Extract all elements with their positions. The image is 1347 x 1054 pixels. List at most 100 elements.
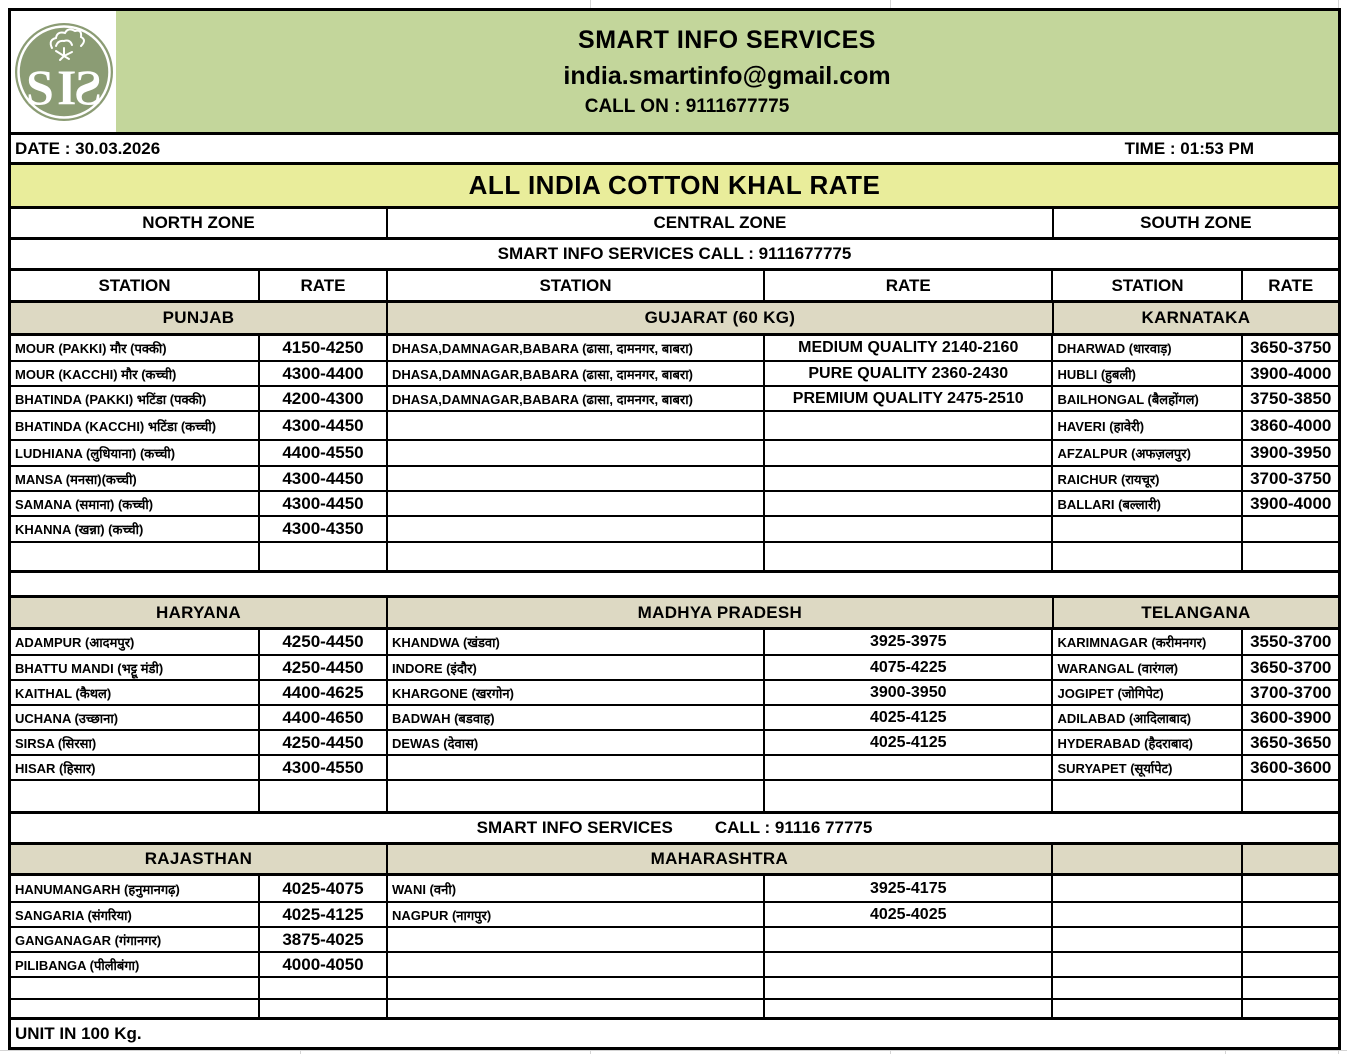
station-cell: DHASA,DAMNAGAR,BABARA (ढासा, दामनगर, बाब… (388, 362, 765, 385)
section-title: GUJARAT (60 KG) (388, 303, 1054, 333)
station-cell (388, 1000, 765, 1017)
margin-gridline (300, 1046, 301, 1054)
rate-cell (765, 543, 1054, 570)
rate-cell (1243, 517, 1338, 541)
station-cell: HUBLI (हुबली) (1053, 362, 1244, 385)
spacer-row (11, 573, 1338, 598)
rate-cell: 3650-3650 (1250, 732, 1332, 752)
station-cell (388, 953, 765, 976)
rate-cell: 3650-3700 (1250, 657, 1332, 677)
margin-gridline (590, 0, 591, 8)
station-cell: PILIBANGA (पीलीबंगा) (11, 953, 260, 976)
station-cell (388, 781, 765, 811)
column-header: STATION (1053, 271, 1244, 300)
station-cell: SIRSA (सिरसा) (11, 731, 260, 754)
table-row: PILIBANGA (पीलीबंगा) 4000-4050 (11, 953, 1338, 978)
rate-cell: 3600-3900 (1250, 707, 1332, 727)
logo: S I S (11, 11, 116, 132)
station-cell: MANSA (मनसा)(कच्ची) (11, 467, 260, 490)
state-section-header-row: HARYANA MADHYA PRADESH TELANGANA (11, 598, 1338, 630)
rate-cell: PREMIUM QUALITY 2475-2510 (765, 387, 1054, 410)
rate-cell (765, 953, 1054, 976)
station-cell: GANGANAGAR (गंगानगर) (11, 928, 260, 951)
table-row: MOUR (PAKKI) मौर (पक्की) 4150-4250 DHASA,D… (11, 336, 1338, 362)
rate-cell (1243, 953, 1338, 976)
table-row: HANUMANGARH (हनुमानगढ़) 4025-4075 WANI (वन… (11, 876, 1338, 903)
margin-gridline (0, 1050, 1347, 1051)
station-cell (11, 1000, 260, 1017)
column-header: RATE (260, 271, 388, 300)
call-banner-left: SMART INFO SERVICES (476, 818, 673, 837)
station-cell: KAITHAL (कैथल) (11, 681, 260, 704)
brand-panel: SMART INFO SERVICES india.smartinfo@gmai… (116, 11, 1338, 132)
rate-cell: PURE QUALITY 2360-2430 (765, 362, 1054, 385)
station-cell: DHASA,DAMNAGAR,BABARA (ढासा, दामनगर, बाब… (388, 336, 765, 360)
station-cell: UCHANA (उच्छाना) (11, 706, 260, 729)
rate-cell: 4250-4450 (260, 731, 388, 754)
company-email: india.smartinfo@gmail.com (563, 61, 891, 90)
rate-cell (1243, 876, 1338, 901)
company-phone: CALL ON : 9111677775 (584, 95, 790, 117)
station-cell (1053, 928, 1244, 951)
station-cell (11, 781, 260, 811)
rate-cell (765, 441, 1054, 465)
table-row: ADAMPUR (आदमपुर) 4250-4450 KHANDWA (खंडवा)… (11, 630, 1338, 656)
station-cell: ADILABAD (आदिलाबाद) (1053, 706, 1244, 729)
column-header: RATE (1268, 275, 1314, 295)
rate-cell: 4300-4450 (260, 492, 388, 515)
rate-cell (1243, 903, 1338, 926)
column-header-row: STATION RATE STATION RATE STATION RATE (11, 271, 1338, 303)
page-title: ALL INDIA COTTON KHAL RATE (11, 165, 1338, 209)
table-row: SAMANA (समाना) (कच्ची) 4300-4450 BALLARI (… (11, 492, 1338, 517)
rate-cell: 3900-4000 (1250, 493, 1332, 513)
table-row: SANGARIA (संगरिया) 4025-4125 NAGPUR (नागपु… (11, 903, 1338, 928)
station-cell: BAILHONGAL (बैलहोंगल) (1053, 387, 1244, 410)
rate-cell: 3925-3975 (765, 630, 1054, 654)
column-header: STATION (11, 271, 260, 300)
margin-gridline (890, 1046, 891, 1054)
section-title: RAJASTHAN (11, 845, 388, 873)
rate-cell: 4400-4650 (260, 706, 388, 729)
rate-cell (260, 1000, 388, 1017)
rate-cell: 3750-3850 (1250, 388, 1332, 408)
rate-cell: 4025-4025 (765, 903, 1054, 926)
station-cell: DHARWAD (धारवाड़) (1053, 336, 1244, 360)
margin-gridline (890, 0, 891, 8)
rate-cell: 3900-3950 (765, 681, 1054, 704)
rate-cell: 4300-4550 (260, 756, 388, 779)
section-title (1242, 845, 1338, 873)
rate-cell: 4250-4450 (260, 656, 388, 679)
station-cell (388, 543, 765, 570)
zone-south: SOUTH ZONE (1140, 213, 1252, 232)
rate-cell (260, 781, 388, 811)
rate-cell: 4150-4250 (260, 336, 388, 360)
station-cell: JOGIPET (जोगिपेट) (1053, 681, 1244, 704)
rate-cell: 4300-4400 (260, 362, 388, 385)
section-title (1052, 845, 1243, 873)
station-cell (388, 492, 765, 515)
rate-cell: 3900-4000 (1250, 363, 1332, 383)
rate-cell: 3925-4175 (765, 876, 1054, 901)
rate-block-north-2: HARYANA MADHYA PRADESH TELANGANA ADAMPUR (आ… (11, 598, 1338, 814)
station-cell (388, 441, 765, 465)
station-cell (1053, 953, 1244, 976)
station-cell: SANGARIA (संगरिया) (11, 903, 260, 926)
date-label: DATE : 30.03.2026 (15, 138, 161, 158)
station-cell (388, 412, 765, 439)
rate-sheet: S I S SMART INFO SERVICES india.smartinf… (8, 8, 1341, 1050)
rate-cell: 3875-4025 (260, 928, 388, 951)
station-cell: INDORE (इंदौर) (388, 656, 765, 679)
rate-cell: MEDIUM QUALITY 2140-2160 (765, 336, 1054, 360)
station-cell (11, 978, 260, 998)
rate-cell (1243, 781, 1338, 811)
table-row: UCHANA (उच्छाना) 4400-4650 BADWAH (बडवाह) 4… (11, 706, 1338, 731)
section-title: TELANGANA (1053, 598, 1338, 627)
column-header: STATION (388, 271, 765, 300)
station-cell: BHATINDA (KACCHI) भटिंडा (कच्ची) (11, 412, 260, 439)
table-row: MANSA (मनसा)(कच्ची) 4300-4450 RAICHUR (राय… (11, 467, 1338, 492)
company-name: SMART INFO SERVICES (578, 25, 876, 54)
rate-cell: 3860-4000 (1250, 415, 1332, 435)
station-cell: KHANDWA (खंडवा) (388, 630, 765, 654)
station-cell: BALLARI (बल्लारी) (1053, 492, 1244, 515)
rate-cell (1243, 543, 1338, 570)
